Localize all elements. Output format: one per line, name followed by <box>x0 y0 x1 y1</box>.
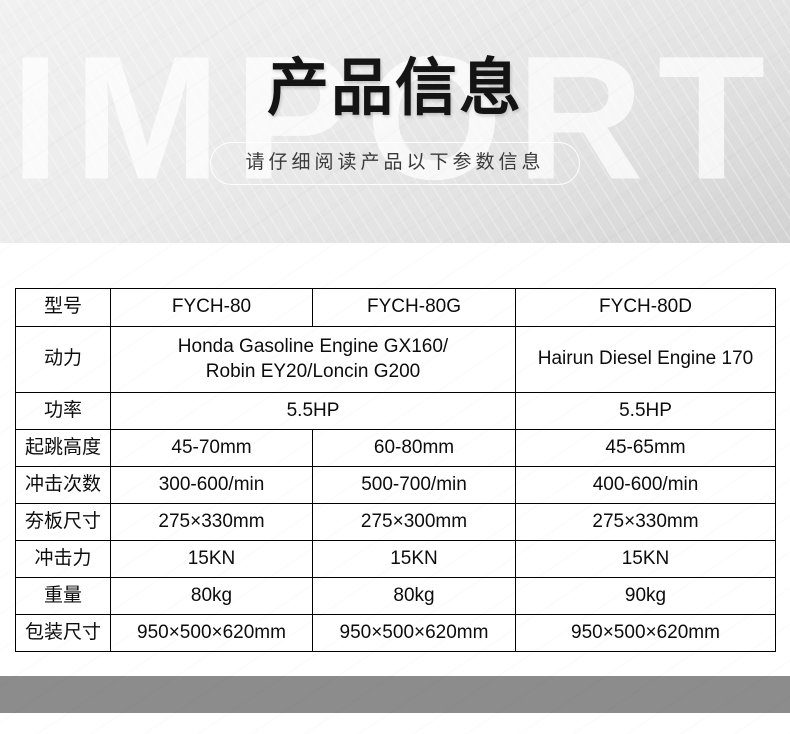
footer-spacer <box>0 652 790 676</box>
cell-power-source-gasoline: Honda Gasoline Engine GX160/ Robin EY20/… <box>110 326 516 393</box>
table-row: 动力 Honda Gasoline Engine GX160/ Robin EY… <box>15 326 776 393</box>
import-watermark-text: IMPORT <box>10 19 780 216</box>
row-label-power-source: 动力 <box>15 326 111 393</box>
page-subtitle: 请仔细阅读产品以下参数信息 <box>210 142 580 185</box>
table-row: 起跳高度 45-70mm 60-80mm 45-65mm <box>15 429 776 467</box>
row-label-impact-force: 冲击力 <box>15 540 111 578</box>
table-row: 功率 5.5HP 5.5HP <box>15 392 776 430</box>
spec-table-body: 型号 FYCH-80 FYCH-80G FYCH-80D 动力 Honda Ga… <box>15 288 776 652</box>
cell-weight-col1: 80kg <box>110 577 313 615</box>
row-label-plate-size: 夯板尺寸 <box>15 503 111 541</box>
cell-output-col3: 5.5HP <box>515 392 776 430</box>
row-label-package-size: 包装尺寸 <box>15 614 111 652</box>
spec-table: 型号 FYCH-80 FYCH-80G FYCH-80D 动力 Honda Ga… <box>15 288 776 652</box>
cell-jump-height-col1: 45-70mm <box>110 429 313 467</box>
cell-plate-size-col1: 275×330mm <box>110 503 313 541</box>
cell-impact-force-col2: 15KN <box>312 540 516 578</box>
row-label-impact-frequency: 冲击次数 <box>15 466 111 504</box>
row-label-model: 型号 <box>15 288 111 327</box>
cell-package-size-col2: 950×500×620mm <box>312 614 516 652</box>
cell-impact-frequency-col1: 300-600/min <box>110 466 313 504</box>
cell-jump-height-col2: 60-80mm <box>312 429 516 467</box>
cell-weight-col2: 80kg <box>312 577 516 615</box>
table-row: 冲击次数 300-600/min 500-700/min 400-600/min <box>15 466 776 504</box>
cell-plate-size-col3: 275×330mm <box>515 503 776 541</box>
row-label-weight: 重量 <box>15 577 111 615</box>
cell-model-col2: FYCH-80G <box>312 288 516 327</box>
cell-impact-force-col1: 15KN <box>110 540 313 578</box>
banner-content: 产品信息 请仔细阅读产品以下参数信息 <box>0 0 790 243</box>
cell-plate-size-col2: 275×300mm <box>312 503 516 541</box>
footer-gray-band <box>0 676 790 713</box>
cell-impact-force-col3: 15KN <box>515 540 776 578</box>
cell-impact-frequency-col3: 400-600/min <box>515 466 776 504</box>
cell-impact-frequency-col2: 500-700/min <box>312 466 516 504</box>
cell-package-size-col3: 950×500×620mm <box>515 614 776 652</box>
spec-table-container: 型号 FYCH-80 FYCH-80G FYCH-80D 动力 Honda Ga… <box>0 243 790 652</box>
cell-weight-col3: 90kg <box>515 577 776 615</box>
cell-jump-height-col3: 45-65mm <box>515 429 776 467</box>
cell-model-col1: FYCH-80 <box>110 288 313 327</box>
cell-model-col3: FYCH-80D <box>515 288 776 327</box>
row-label-output: 功率 <box>15 392 111 430</box>
footer-bottom-white <box>0 713 790 730</box>
table-row: 夯板尺寸 275×330mm 275×300mm 275×330mm <box>15 503 776 541</box>
header-banner: IMPORT 产品信息 请仔细阅读产品以下参数信息 <box>0 0 790 243</box>
table-row: 重量 80kg 80kg 90kg <box>15 577 776 615</box>
table-row: 包装尺寸 950×500×620mm 950×500×620mm 950×500… <box>15 614 776 652</box>
cell-package-size-col1: 950×500×620mm <box>110 614 313 652</box>
row-label-jump-height: 起跳高度 <box>15 429 111 467</box>
page-title: 产品信息 <box>266 54 523 124</box>
table-row: 冲击力 15KN 15KN 15KN <box>15 540 776 578</box>
table-row: 型号 FYCH-80 FYCH-80G FYCH-80D <box>15 288 776 327</box>
cell-output-merged: 5.5HP <box>110 392 516 430</box>
cell-power-source-diesel: Hairun Diesel Engine 170 <box>515 326 776 393</box>
